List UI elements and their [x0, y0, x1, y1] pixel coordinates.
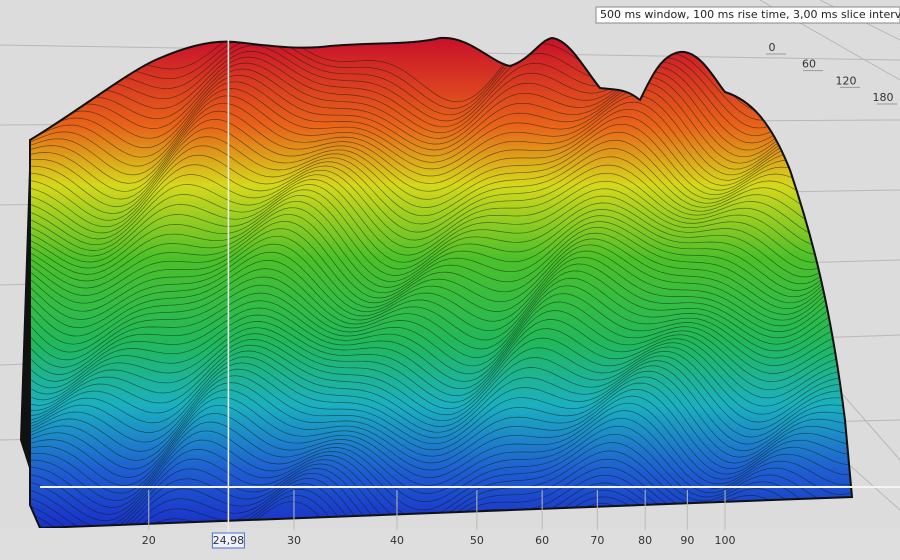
slice-line: [30, 184, 852, 263]
slice-line: [30, 263, 852, 345]
slice-line: [30, 344, 852, 423]
slice-line: [30, 62, 852, 144]
slice-line: [30, 277, 852, 361]
cursor-label: 24,98: [213, 534, 245, 547]
slice-line: [30, 362, 852, 445]
slice-line: [30, 433, 852, 515]
slice-line: [30, 250, 852, 329]
x-tick-label: 100: [715, 534, 736, 547]
slice-line: [30, 220, 852, 304]
slice-line: [30, 68, 852, 151]
slice-line: [30, 310, 852, 390]
x-axis-strip: [0, 528, 900, 560]
time-axis: 0 60 120 180: [766, 41, 897, 105]
slice-line: [30, 116, 852, 200]
slice-line: [30, 131, 852, 214]
slice-line: [30, 368, 852, 451]
slice-line: [30, 243, 852, 321]
slice-line: [30, 45, 852, 122]
slice-line: [30, 123, 852, 207]
slice-line: [30, 207, 852, 291]
slice-line: [30, 148, 852, 228]
slice-line: [30, 402, 852, 486]
slice-line: [30, 213, 852, 298]
slice-line: [30, 293, 852, 375]
x-tick-label: 50: [470, 534, 484, 547]
slice-line: [30, 319, 852, 397]
slice-line: [30, 56, 852, 136]
slice-line: [30, 228, 852, 310]
slice-line: [30, 256, 852, 337]
slice-line: [30, 395, 852, 478]
x-tick-label: 70: [590, 534, 604, 547]
x-tick-label: 40: [390, 534, 404, 547]
z-tick-label: 60: [802, 58, 816, 71]
slice-line: [30, 375, 852, 458]
z-tick-label: 0: [769, 41, 776, 54]
slice-line: [30, 156, 852, 234]
slice-line: [30, 410, 852, 494]
slice-line: [30, 88, 852, 170]
slice-line: [30, 285, 852, 368]
slice-line: [30, 350, 852, 430]
slice-line: [30, 270, 852, 353]
slice-line: [30, 74, 852, 158]
header-box: [595, 6, 900, 24]
slice-line: [30, 195, 852, 278]
slice-line: [30, 327, 852, 403]
slice-line: [30, 333, 852, 409]
slice-line: [30, 388, 852, 470]
slice-lines: [30, 37, 852, 528]
x-tick-label: 60: [535, 534, 549, 547]
x-tick-label: 30: [287, 534, 301, 547]
cursor-label-box: [211, 532, 245, 549]
slice-line: [30, 382, 852, 464]
z-tick-label: 180: [873, 91, 894, 104]
slice-line: [30, 108, 852, 192]
slice-line: [30, 425, 852, 508]
slice-line: [30, 356, 852, 438]
x-tick-label: 80: [638, 534, 652, 547]
slice-line: [30, 339, 852, 416]
x-tick-label: 20: [142, 534, 156, 547]
slice-line: [30, 200, 852, 285]
z-tick-label: 120: [836, 74, 857, 87]
slice-line: [30, 235, 852, 315]
slice-line: [30, 179, 852, 256]
x-axis: 20 30 40 50 60 70 80 90 100: [142, 490, 736, 547]
slice-line: [30, 164, 852, 241]
x-tick-label: 90: [680, 534, 694, 547]
slice-line: [30, 189, 852, 271]
slice-line: [30, 301, 852, 382]
slice-line: [30, 51, 852, 129]
header-text: 500 ms window, 100 ms rise time, 3,00 ms…: [600, 8, 900, 21]
slice-line: [30, 95, 852, 176]
slice-line: [30, 172, 852, 249]
slice-line: [30, 488, 852, 528]
slice-line: [30, 442, 852, 522]
slice-line: [30, 139, 852, 221]
slice-line: [30, 81, 852, 164]
slice-line: [30, 101, 852, 184]
